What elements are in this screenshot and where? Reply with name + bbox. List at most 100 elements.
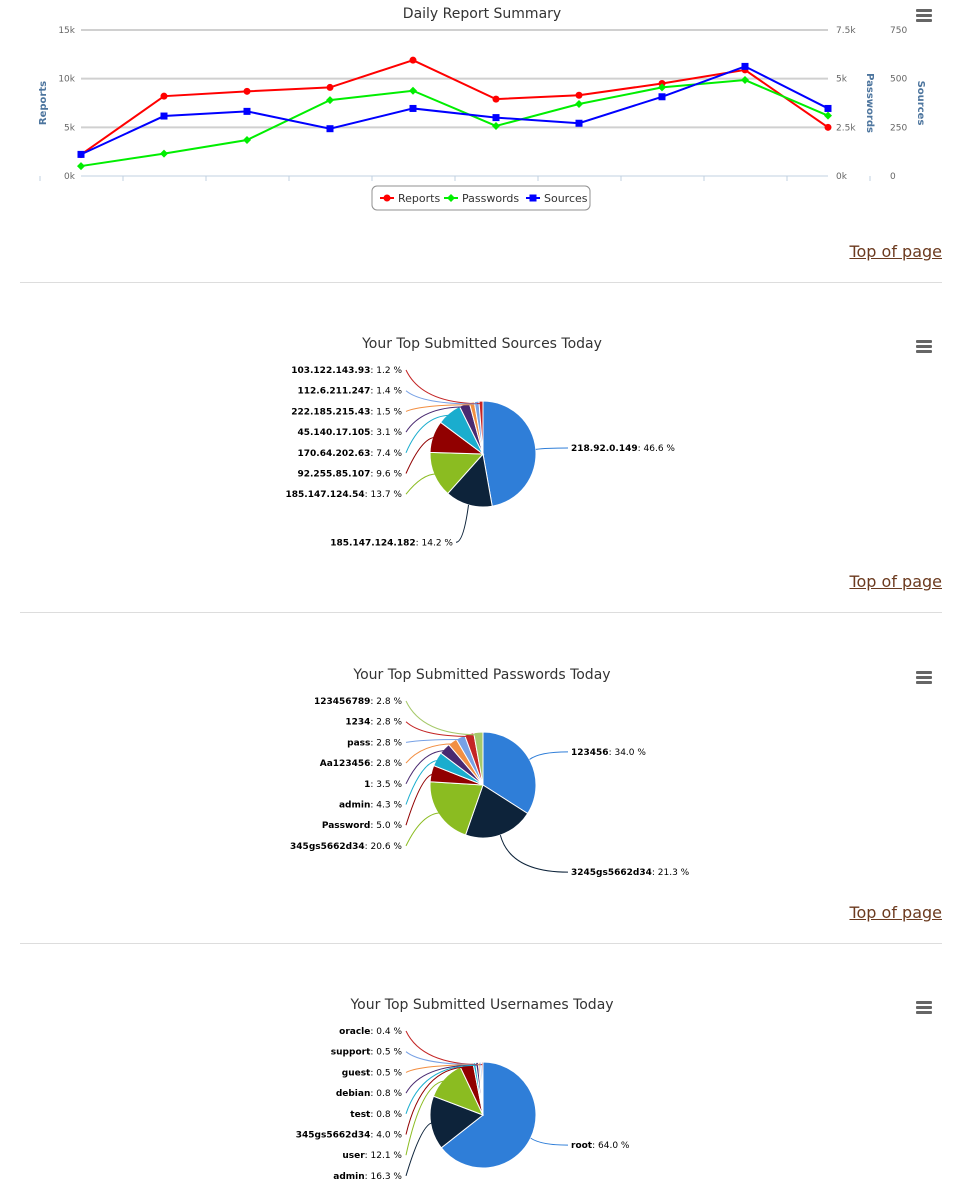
label-connector	[405, 1066, 468, 1135]
slice-name: guest	[342, 1068, 371, 1078]
slice-label: 123456789: 2.8 %	[314, 697, 402, 707]
slice-label: admin: 4.3 %	[339, 801, 402, 811]
slice-name: 218.92.0.149	[571, 444, 638, 454]
y-tick-sources: 750	[890, 26, 907, 36]
label-connector	[405, 721, 470, 737]
slice-percent: : 0.4 %	[370, 1027, 402, 1037]
label-connector	[529, 751, 569, 760]
slice-name: 222.185.215.43	[291, 407, 370, 417]
daily-report-section: Daily Report Summary 0k 0k 0 5k 2.5k 250 10k 5k 5…	[0, 0, 978, 282]
label-connector	[405, 414, 451, 453]
label-connector	[405, 473, 437, 495]
slice-name: 345gs5662d34	[290, 842, 365, 852]
data-point-reports	[409, 56, 417, 64]
slice-label: 1: 3.5 %	[364, 780, 402, 790]
data-point-passwords	[243, 135, 251, 144]
label-connector	[405, 700, 479, 736]
chart-title: Your Top Submitted Passwords Today	[352, 667, 610, 683]
data-point-reports	[575, 91, 583, 99]
slice-percent: : 7.4 %	[370, 449, 402, 459]
data-point-sources	[575, 119, 583, 127]
legend-item-passwords: Passwords	[462, 192, 519, 205]
chart-menu-icon[interactable]	[916, 671, 932, 686]
label-connector	[405, 1064, 475, 1114]
data-point-sources	[243, 107, 251, 115]
chart-menu-icon[interactable]	[916, 340, 932, 355]
chart-title: Your Top Submitted Sources Today	[361, 336, 602, 352]
slice-name: Aa123456	[320, 759, 371, 769]
chart-title: Daily Report Summary	[403, 6, 561, 22]
slice-label: 3245gs5662d34: 21.3 %	[571, 868, 690, 878]
usernames-section: Your Top Submitted Usernames Today root: …	[0, 944, 978, 1200]
slice-label: guest: 0.5 %	[342, 1068, 403, 1078]
data-point-passwords	[658, 83, 666, 92]
slice-percent: : 0.8 %	[370, 1089, 402, 1099]
slice-name: root	[571, 1141, 593, 1151]
slice-label: user: 12.1 %	[342, 1151, 402, 1161]
slice-label: 185.147.124.54: 13.7 %	[285, 490, 402, 500]
pie-slice	[481, 1061, 484, 1116]
label-connector	[455, 504, 470, 543]
slice-percent: : 4.3 %	[370, 801, 402, 811]
slice-label: support: 0.5 %	[331, 1048, 403, 1058]
legend-item-sources: Sources	[544, 192, 588, 205]
data-point-reports	[824, 123, 832, 131]
top-of-page-link[interactable]: Top of page	[849, 242, 942, 261]
divider	[20, 943, 942, 944]
slice-percent: : 1.2 %	[370, 366, 402, 376]
data-point-sources	[741, 62, 749, 70]
slice-name: 103.122.143.93	[291, 366, 370, 376]
slice-percent: : 64.0 %	[592, 1141, 630, 1151]
series-line-passwords	[80, 79, 829, 168]
data-point-sources	[409, 104, 417, 112]
slice-name: 170.64.202.63	[297, 449, 370, 459]
label-connector	[405, 759, 440, 805]
slice-percent: : 2.8 %	[370, 697, 402, 707]
data-point-sources	[824, 104, 832, 112]
slice-name: 123456	[571, 748, 609, 758]
label-connector	[405, 749, 447, 785]
chart-menu-icon[interactable]	[916, 1001, 932, 1016]
data-point-passwords	[409, 86, 417, 95]
slice-name: Password	[322, 821, 371, 831]
label-connector	[530, 1137, 569, 1146]
top-of-page-link[interactable]: Top of page	[849, 572, 942, 591]
slice-label: 45.140.17.105: 3.1 %	[297, 428, 402, 438]
slice-label: pass: 2.8 %	[347, 738, 402, 748]
slice-label: root: 64.0 %	[571, 1141, 630, 1151]
slice-name: pass	[347, 738, 370, 748]
slice-percent: : 2.8 %	[370, 738, 402, 748]
data-point-passwords	[160, 149, 168, 158]
slice-percent: : 3.5 %	[370, 780, 402, 790]
slice-percent: : 2.8 %	[370, 759, 402, 769]
y-tick-reports: 5k	[64, 123, 76, 133]
slice-label: 103.122.143.93: 1.2 %	[291, 366, 402, 376]
slice-percent: : 0.8 %	[370, 1110, 402, 1120]
chart-menu-icon[interactable]	[916, 9, 932, 24]
slice-label: 345gs5662d34: 4.0 %	[296, 1131, 403, 1141]
data-point-passwords	[77, 162, 85, 171]
data-point-sources	[492, 114, 500, 122]
slice-percent: : 14.2 %	[416, 538, 454, 548]
top-of-page-link[interactable]: Top of page	[849, 903, 942, 922]
data-point-passwords	[741, 76, 749, 85]
data-point-sources	[326, 125, 334, 133]
slice-percent: : 9.6 %	[370, 470, 402, 480]
daily-report-chart: Daily Report Summary 0k 0k 0 5k 2.5k 250 10k 5k 5…	[38, 6, 926, 211]
slice-label: 112.6.211.247: 1.4 %	[297, 387, 402, 397]
slice-name: 123456789	[314, 697, 370, 707]
slice-name: 185.147.124.54	[285, 490, 364, 500]
label-connector	[405, 1051, 481, 1066]
slice-name: 1	[364, 780, 370, 790]
legend-box	[371, 185, 591, 211]
data-point-reports	[492, 95, 500, 103]
slice-label: test: 0.8 %	[350, 1110, 402, 1120]
label-connector	[405, 369, 482, 405]
pie-slice	[478, 400, 484, 455]
data-point-reports	[160, 92, 168, 100]
y-tick-reports: 10k	[58, 75, 75, 85]
label-connector	[499, 834, 569, 873]
slice-percent: : 1.5 %	[370, 407, 402, 417]
legend-marker-passwords	[447, 194, 455, 202]
usernames-pie-chart: Your Top Submitted Usernames Todayroot: …	[296, 997, 630, 1182]
